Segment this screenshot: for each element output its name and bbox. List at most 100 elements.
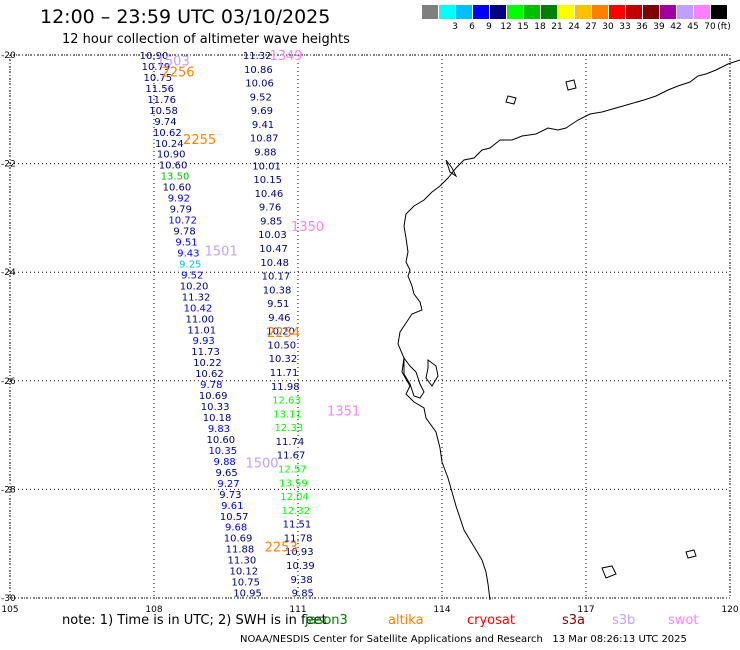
legend-tick-label: 3: [452, 22, 458, 32]
legend-tick-label: 42: [670, 22, 682, 32]
wave-height-value: 12.63: [272, 396, 301, 407]
legend-swatch: [473, 5, 489, 19]
pass-time-label: 1351: [327, 405, 360, 420]
wave-height-value: 9.51: [267, 299, 289, 310]
wave-height-value: 9.61: [221, 501, 243, 512]
altimeter-tracks: 10.9010.7910.7511.5611.7610.589.7410.621…: [140, 51, 315, 600]
wave-height-value: 9.65: [215, 468, 237, 479]
legend-tick-label: 39: [653, 22, 665, 32]
wave-height-value: 10.06: [245, 79, 274, 90]
wave-height-value: 9.25: [179, 259, 201, 270]
legend-swatch: [643, 5, 659, 19]
coastline-mainland: [397, 59, 740, 601]
wave-height-value: 10.47: [259, 244, 288, 255]
wave-height-value: 11.32: [182, 292, 211, 303]
wave-height-value: 10.03: [258, 230, 287, 241]
wave-height-value: 10.75: [231, 578, 260, 589]
pass-time-label: 2255: [183, 133, 216, 148]
legend-swatch: [541, 5, 557, 19]
pass-time-label: 1500: [245, 456, 278, 471]
legend-tick-label: 27: [585, 22, 597, 32]
legend-tick-label: 30: [602, 22, 614, 32]
wave-height-value: 10.15: [253, 175, 282, 186]
wave-height-value: 9.83: [208, 424, 230, 435]
wave-height-value: 10.69: [199, 391, 228, 402]
wave-height-value: 11.74: [276, 437, 305, 448]
wave-height-value: 10.90: [140, 51, 169, 62]
pass-time-label: 2254: [267, 326, 300, 341]
wave-height-value: 9.92: [168, 194, 190, 205]
wave-height-value: 13.11: [273, 409, 302, 420]
wave-height-value: 10.93: [285, 547, 314, 558]
legend-swatch: [660, 5, 676, 19]
legend-tick-label: 6: [469, 22, 475, 32]
legend-unit: (ft): [717, 22, 731, 32]
timestamp-text: 13 Mar 08:26:13 UTC 2025: [552, 634, 687, 645]
wave-height-value: 10.48: [260, 258, 289, 269]
legend-swatch: [575, 5, 591, 19]
longitude-tick-label: 111: [289, 605, 306, 615]
wave-height-value: 12.33: [274, 423, 303, 434]
wave-height-value: 10.39: [286, 561, 315, 572]
longitude-tick-label: 108: [145, 605, 162, 615]
pass-time-label: 1501: [205, 244, 238, 259]
longitude-tick-label: 114: [433, 605, 450, 615]
legend-tick-label: 70: [704, 22, 716, 32]
longitude-tick-label: 117: [577, 605, 594, 615]
wave-height-value: 10.42: [184, 303, 213, 314]
legend-tick-label: 45: [687, 22, 699, 32]
wave-height-value: 10.69: [224, 534, 253, 545]
wave-height-value: 10.62: [153, 128, 182, 139]
legend-swatch: [507, 5, 523, 19]
north-west-cape: [445, 159, 458, 178]
wave-height-value: 9.88: [214, 457, 236, 468]
wave-height-value: 9.74: [154, 117, 176, 128]
wave-height-value: 12.32: [281, 506, 310, 517]
wave-height-value: 10.20: [180, 281, 209, 292]
latitude-tick-label: -24: [1, 268, 16, 278]
pass-time-label: 2253: [265, 540, 298, 555]
mission-label-s3b: s3b: [612, 613, 636, 628]
wave-height-value: 10.12: [229, 567, 258, 578]
wave-height-value: 11.67: [277, 451, 306, 462]
wave-height-value: 10.60: [207, 435, 236, 446]
legend-tick-label: 36: [636, 22, 648, 32]
wave-height-value: 10.18: [203, 413, 232, 424]
mission-label-jason3: jason3: [305, 613, 348, 628]
legend-tick-label: 18: [534, 22, 546, 32]
wave-height-value: 10.01: [252, 161, 281, 172]
wave-height-value: 11.30: [228, 556, 257, 567]
note-text: note: 1) Time is in UTC; 2) SWH is in fe…: [62, 613, 327, 628]
wave-height-value: 12.04: [280, 492, 309, 503]
wave-height-value: 9.79: [170, 205, 192, 216]
wave-height-value: 9.51: [175, 238, 197, 249]
pass-time-label: 1349: [269, 49, 302, 64]
footer-credit: NOAA/NESDIS Center for Satellite Applica…: [240, 634, 687, 645]
wave-height-value: 10.46: [255, 189, 284, 200]
pass-time-label: 1503: [157, 54, 190, 69]
wave-height-value: 9.93: [193, 336, 215, 347]
wave-height-value: 11.71: [270, 368, 299, 379]
wave-height-value: 10.57: [220, 512, 249, 523]
wave-height-value: 11.51: [283, 520, 312, 531]
legend-swatch: [711, 5, 727, 19]
wave-height-value: 11.73: [191, 347, 220, 358]
legend-swatch: [626, 5, 642, 19]
map-title: 12:00 – 23:59 UTC 03/10/2025: [40, 6, 331, 28]
wave-height-value: 10.58: [149, 106, 178, 117]
legend-swatch: [439, 5, 455, 19]
wave-height-value: 9.43: [177, 248, 199, 259]
wave-height-value: 9.27: [217, 479, 239, 490]
wave-height-value: 11.98: [271, 382, 300, 393]
wave-height-value: 10.60: [163, 183, 192, 194]
wave-height-value: 9.41: [252, 120, 274, 131]
wave-height-value: 9.68: [225, 523, 247, 534]
longitude-tick-label: 105: [1, 605, 18, 615]
wave-height-value: 9.76: [259, 203, 281, 214]
latitude-tick-label: -20: [1, 51, 16, 61]
mission-label-swot: swot: [668, 613, 699, 628]
wave-height-value: 10.79: [142, 62, 171, 73]
latitude-tick-label: -30: [1, 594, 16, 604]
